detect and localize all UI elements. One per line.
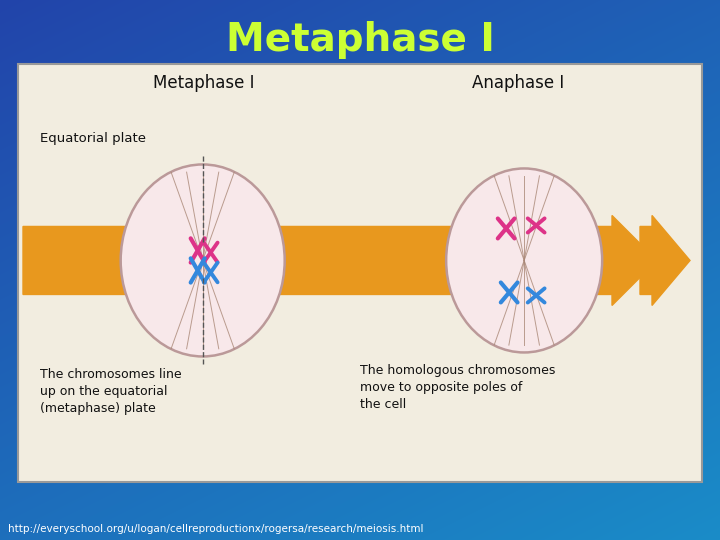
Ellipse shape [121, 165, 284, 356]
Text: Equatorial plate: Equatorial plate [40, 132, 146, 145]
Text: Metaphase I: Metaphase I [225, 21, 495, 59]
FancyBboxPatch shape [18, 64, 702, 482]
Text: http://everyschool.org/u/logan/cellreproductionx/rogersa/research/meiosis.html: http://everyschool.org/u/logan/cellrepro… [8, 524, 423, 534]
Text: The chromosomes line
up on the equatorial
(metaphase) plate: The chromosomes line up on the equatoria… [40, 368, 181, 415]
Text: Metaphase I: Metaphase I [153, 74, 254, 92]
Text: Anaphase I: Anaphase I [472, 74, 564, 92]
Ellipse shape [446, 168, 602, 353]
FancyArrow shape [23, 215, 657, 306]
FancyArrow shape [640, 215, 690, 306]
Text: The homologous chromosomes
move to opposite poles of
the cell: The homologous chromosomes move to oppos… [360, 364, 555, 411]
